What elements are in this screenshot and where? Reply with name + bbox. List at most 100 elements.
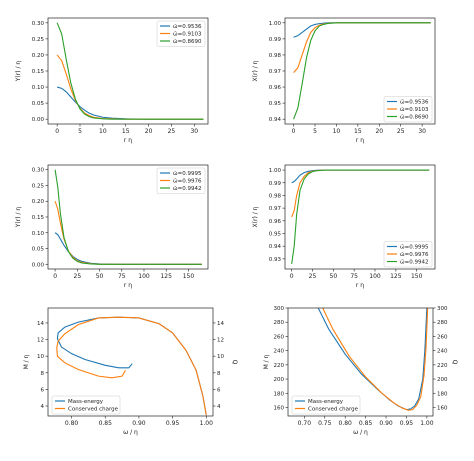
y-tick-label: 0.97	[269, 206, 282, 212]
y-tick-label: 0.05	[32, 247, 45, 253]
y-tick-label: 0.10	[32, 85, 45, 91]
legend-label: ω̄=0.9942	[173, 186, 201, 192]
y-tick-label: 0.30	[32, 168, 45, 174]
y-tick-label: 160	[274, 405, 285, 411]
y-right-tick-label: 6	[217, 387, 221, 393]
x-axis-label: r η	[124, 137, 132, 144]
x-tick-label: 0	[290, 273, 294, 280]
y-tick-label: 0.94	[269, 117, 282, 123]
legend-label: ω̄=0.9103	[400, 107, 429, 113]
x-tick-label: 0.75	[318, 420, 332, 427]
x-tick-label: 0.80	[65, 420, 79, 427]
legend-label: ω̄=0.9942	[400, 260, 428, 266]
y-right-tick-label: 240	[437, 349, 448, 355]
series-line-2	[54, 201, 202, 265]
x-tick-label: 125	[160, 273, 172, 280]
y-right-tick-label: 280	[437, 320, 448, 326]
x-tick-label: 0.70	[298, 420, 312, 427]
x-tick-label: 25	[74, 273, 82, 280]
series-line-1	[293, 22, 431, 38]
y-tick-label: 0.98	[269, 193, 282, 199]
y-tick-label: 280	[274, 320, 285, 326]
y-axis-label: X(r) / η	[252, 60, 259, 81]
y-right-axis-label: Q	[451, 360, 458, 365]
y-tick-label: 0.25	[32, 183, 45, 189]
y-tick-label: 0.30	[32, 21, 45, 27]
x-axis-label: r η	[356, 137, 364, 144]
x-axis-label: ω / η	[353, 429, 368, 436]
x-tick-label: 0.85	[359, 420, 373, 427]
y-tick-label: 0.00	[32, 262, 45, 268]
y-tick-label: 260	[274, 334, 285, 340]
x-tick-label: 10	[333, 128, 341, 135]
y-right-tick-label: 10	[217, 354, 224, 360]
y-tick-label: 0.99	[269, 181, 282, 187]
x-axis-label: ω / η	[123, 429, 138, 436]
x-tick-label: 0.90	[132, 420, 146, 427]
series-line-3	[54, 169, 202, 265]
y-tick-label: 0.20	[32, 53, 45, 59]
legend-label: Mass-energy	[68, 399, 104, 405]
x-tick-label: 5	[78, 128, 82, 135]
y-tick-label: 0.93	[269, 257, 282, 263]
chart-panel-6: 0.70 0.75 0.80 0.85 0.90 0.95 1.00 160 180 200 220…	[263, 306, 458, 436]
x-tick-label: 10	[99, 128, 107, 135]
y-right-axis-label: Q	[231, 360, 238, 365]
x-tick-label: 30	[418, 128, 426, 135]
legend-label: ω̄=0.9536	[173, 24, 202, 30]
series-line-3	[293, 22, 431, 120]
y-tick-label: 10	[37, 354, 44, 360]
series-line-3	[56, 22, 204, 120]
y-right-tick-label: 12	[217, 338, 224, 344]
legend-label: ω̄=0.9103	[173, 32, 202, 38]
legend-label: Conserved charge	[308, 407, 359, 413]
series-line-1	[317, 308, 428, 411]
y-tick-label: 0.10	[32, 231, 45, 237]
y-tick-label: 300	[274, 306, 285, 312]
legend-box	[291, 395, 361, 415]
x-tick-label: 125	[390, 273, 402, 280]
x-tick-label: 0.85	[99, 420, 113, 427]
y-tick-label: 1.00	[269, 21, 282, 27]
legend-label: Mass-energy	[308, 399, 344, 405]
x-tick-label: 100	[369, 273, 381, 280]
chart-panel-5: 0.80 0.85 0.90 0.95 1.00 4 6 8 10 12 14 4 6 8 10 12 14 Qω…	[23, 307, 238, 436]
legend-label: ω̄=0.9536	[400, 100, 429, 106]
legend-label: Conserved charge	[68, 407, 119, 413]
y-right-tick-label: 220	[437, 363, 448, 369]
x-tick-label: 25	[397, 128, 405, 135]
x-tick-label: 0.80	[339, 420, 353, 427]
x-tick-label: 150	[183, 273, 195, 280]
plot-frame	[47, 307, 214, 417]
x-tick-label: 1.00	[200, 420, 214, 427]
y-right-tick-label: 260	[437, 334, 448, 340]
x-tick-label: 0	[53, 273, 57, 280]
series-line-2	[291, 169, 430, 218]
y-tick-label: 200	[274, 377, 285, 383]
legend-label: ω̄=0.8690	[400, 115, 429, 121]
x-tick-label: 30	[190, 128, 198, 135]
x-tick-label: 150	[411, 273, 423, 280]
plot-frame	[284, 164, 436, 270]
series-line-2	[293, 22, 431, 73]
y-axis-label: X(r) / η	[252, 206, 259, 227]
x-tick-label: 15	[354, 128, 362, 135]
y-tick-label: 0.15	[32, 215, 45, 221]
x-tick-label: 0.95	[166, 420, 180, 427]
series-line-2	[56, 54, 204, 120]
x-tick-label: 25	[309, 273, 317, 280]
x-tick-label: 0	[55, 128, 59, 135]
y-right-tick-label: 160	[437, 405, 448, 411]
y-tick-label: 240	[274, 349, 285, 355]
y-tick-label: 0.15	[32, 69, 45, 75]
y-tick-label: 0.98	[269, 53, 282, 59]
x-tick-label: 20	[375, 128, 383, 135]
x-tick-label: 0.90	[379, 420, 393, 427]
series-line-1	[54, 232, 202, 265]
y-tick-label: 0.95	[269, 231, 282, 237]
y-right-tick-label: 300	[437, 306, 448, 312]
chart-panel-3: 0 25 50 75 100 125 150 0.00 0.05 0.10 0.15 0.20 0.25…	[15, 164, 209, 289]
legend: Mass-energy Conserved charge	[291, 395, 361, 415]
